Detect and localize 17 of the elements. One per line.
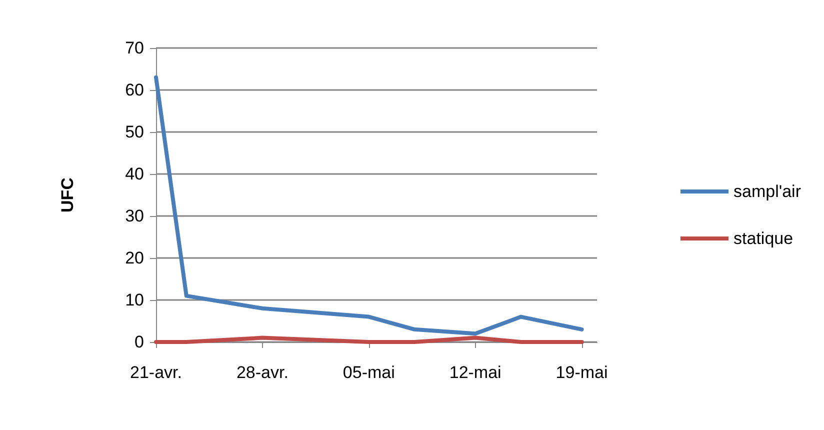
legend-label: statique xyxy=(734,229,794,248)
y-tick-label: 40 xyxy=(125,164,144,184)
y-tick-label: 60 xyxy=(125,80,144,100)
x-tick-label: 12-mai xyxy=(449,363,502,382)
x-tick-label: 21-avr. xyxy=(130,363,182,382)
legend-label: sampl'air xyxy=(734,182,802,201)
y-tick-label: 0 xyxy=(134,332,144,352)
y-tick-label: 10 xyxy=(125,290,144,310)
y-tick-label: 70 xyxy=(125,38,144,58)
y-tick-label: 50 xyxy=(125,122,144,142)
y-tick-label: 30 xyxy=(125,206,144,226)
line-series xyxy=(154,75,584,336)
x-tick-label: 19-mai xyxy=(556,363,608,382)
y-tick-label: 20 xyxy=(125,248,144,268)
y-axis-title: UFC xyxy=(58,178,77,212)
x-tick-label: 05-mai xyxy=(342,363,395,382)
x-tick-label: 28-avr. xyxy=(236,363,288,382)
